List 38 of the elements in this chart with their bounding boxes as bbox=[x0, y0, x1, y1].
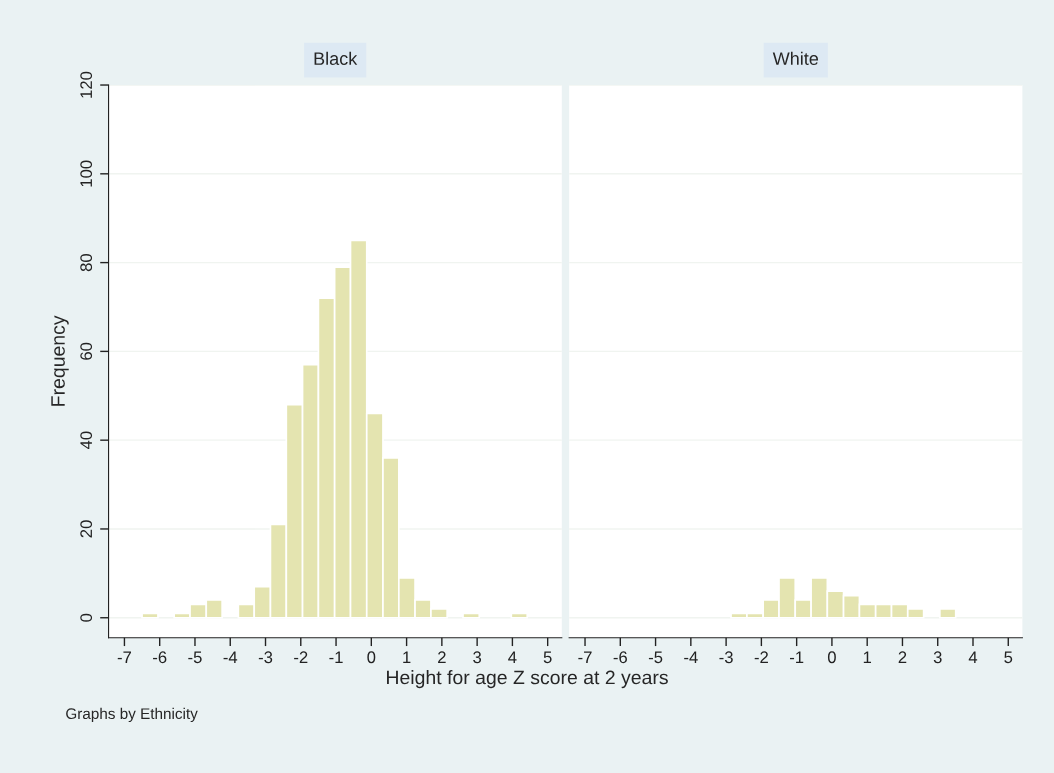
x-tick-label: 2 bbox=[438, 651, 446, 663]
x-tick-label: 3 bbox=[473, 651, 482, 664]
x-tick-label: -2 bbox=[754, 651, 768, 663]
x-tick-label: 2 bbox=[898, 651, 907, 663]
text: Graphs by Ethnicity bbox=[66, 707, 198, 723]
chart-title: Black bbox=[314, 51, 358, 66]
x-tick-label: -2 bbox=[294, 651, 308, 663]
x-tick-label: 5 bbox=[543, 651, 552, 664]
y-tick-label: 60 bbox=[80, 342, 93, 360]
x-tick-label: -1 bbox=[789, 651, 804, 663]
chart-title: White bbox=[772, 51, 819, 66]
x-tick-label: -6 bbox=[613, 651, 627, 664]
x-tick-label: -5 bbox=[648, 651, 663, 664]
x-tick-label: 4 bbox=[508, 651, 517, 663]
x-tick-label: -3 bbox=[719, 651, 733, 664]
x-tick-label: 1 bbox=[403, 651, 411, 663]
x-tick-label: 1 bbox=[863, 651, 872, 663]
x-tick-label: 0 bbox=[367, 651, 376, 664]
y-tick-label: 20 bbox=[80, 520, 93, 538]
x-tick-label: -4 bbox=[684, 651, 698, 663]
x-tick-label: -5 bbox=[188, 651, 202, 664]
y-tick-label: 40 bbox=[80, 431, 93, 450]
y-tick-label: 100 bbox=[80, 160, 93, 187]
y-tick-label: 0 bbox=[80, 613, 93, 622]
x-tick-label: 3 bbox=[933, 651, 942, 664]
x-tick-label: 0 bbox=[827, 651, 836, 664]
x-tick-label: -7 bbox=[578, 651, 592, 663]
x-axis-title: Height for age Z score at 2 years bbox=[387, 670, 668, 689]
x-tick-label: 5 bbox=[1004, 651, 1013, 664]
y-axis-title: Frequency bbox=[51, 315, 69, 406]
y-tick-label: 120 bbox=[80, 71, 93, 98]
x-tick-label: -6 bbox=[153, 651, 167, 664]
y-tick-label: 80 bbox=[80, 253, 93, 272]
x-tick-label: 4 bbox=[968, 651, 978, 663]
x-tick-label: -1 bbox=[329, 651, 343, 663]
x-tick-label: -7 bbox=[117, 651, 132, 663]
x-tick-label: -3 bbox=[258, 651, 273, 664]
x-tick-label: -4 bbox=[223, 651, 238, 663]
